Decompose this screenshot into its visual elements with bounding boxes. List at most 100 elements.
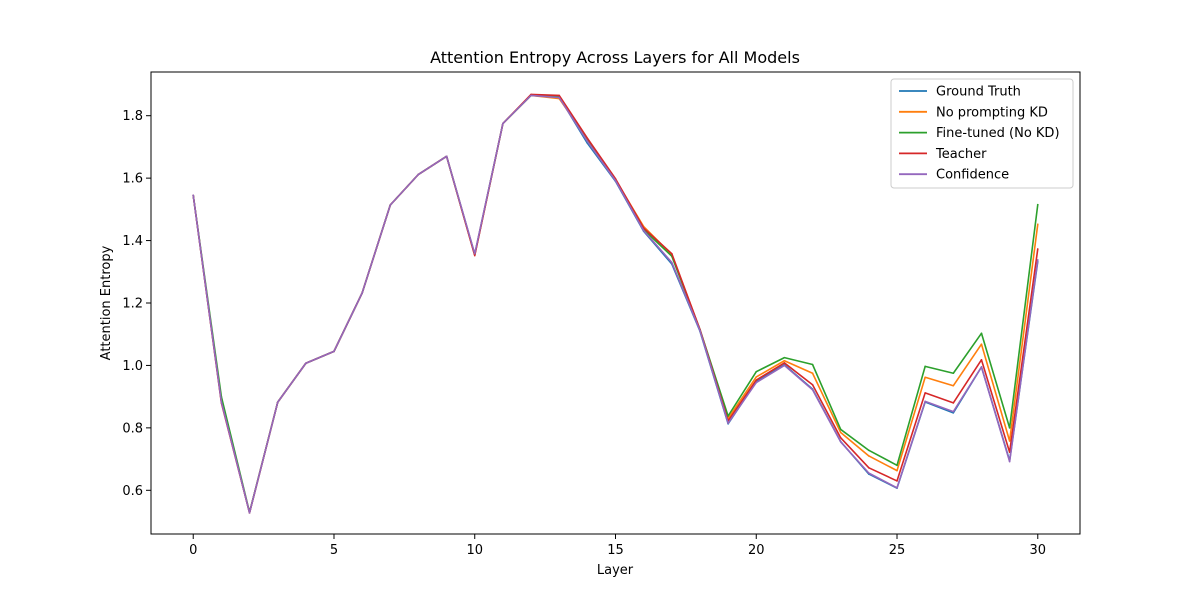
data-point <box>586 137 589 139</box>
data-point <box>389 204 392 206</box>
data-point <box>755 376 758 378</box>
data-point <box>192 194 195 197</box>
data-point <box>980 343 983 346</box>
data-point <box>473 254 476 257</box>
data-point <box>952 372 955 375</box>
x-tick-label: 25 <box>889 543 906 558</box>
data-point <box>1008 440 1011 442</box>
x-tick-label: 15 <box>607 543 624 558</box>
data-point <box>783 364 786 367</box>
data-point <box>558 96 560 99</box>
series-confidence <box>192 94 1039 514</box>
data-point <box>1008 460 1011 463</box>
legend-box <box>890 78 1074 189</box>
data-point <box>783 362 786 364</box>
data-point <box>1036 259 1039 261</box>
data-point <box>811 383 814 386</box>
data-point <box>839 437 842 439</box>
data-point <box>952 412 955 414</box>
data-point <box>220 401 223 403</box>
data-point <box>868 455 870 457</box>
data-point <box>305 362 307 365</box>
data-point <box>839 441 842 443</box>
data-point <box>811 363 814 366</box>
legend: Ground Truth No prompting KD Fine-tuned (N… <box>890 78 1074 189</box>
data-point <box>614 179 617 182</box>
y-tick-label: 1.6 <box>122 172 143 187</box>
x-tick-label: 10 <box>466 543 483 558</box>
x-tick-label: 30 <box>1029 543 1046 558</box>
data-point <box>642 229 645 232</box>
legend-label: Fine-tuned (No KD) <box>936 126 1060 141</box>
legend-label: Confidence <box>936 168 1009 183</box>
legend-label: Teacher <box>935 147 987 162</box>
data-point <box>896 469 898 472</box>
chart-title: Attention Entropy Across Layers for All … <box>430 48 800 67</box>
data-point <box>586 140 589 143</box>
data-point <box>473 252 476 255</box>
y-tick-label: 1.0 <box>122 359 143 374</box>
data-point <box>924 365 926 368</box>
y-tick-label: 1.8 <box>122 109 143 124</box>
data-point <box>783 356 786 359</box>
data-point <box>839 431 842 434</box>
data-point <box>839 428 842 431</box>
data-point <box>868 467 870 469</box>
data-point <box>1008 451 1011 454</box>
data-point <box>980 366 983 368</box>
data-point <box>980 359 983 361</box>
data-point <box>558 94 560 97</box>
data-point <box>868 449 870 452</box>
data-point <box>811 388 814 391</box>
y-tick-label: 1.2 <box>122 297 143 312</box>
legend-label: No prompting KD <box>936 105 1048 120</box>
data-point <box>783 359 786 362</box>
x-tick-label: 5 <box>330 543 338 558</box>
x-tick-label: 20 <box>748 543 765 558</box>
x-tick-label: 0 <box>189 543 197 558</box>
series-layer <box>192 93 1039 514</box>
data-point <box>1036 203 1039 206</box>
data-point <box>755 379 758 381</box>
data-point <box>502 122 504 125</box>
data-point <box>1036 223 1039 226</box>
data-point <box>727 415 729 417</box>
x-axis: 0 5 10 15 20 25 30 <box>189 534 1046 558</box>
y-tick-label: 0.8 <box>122 421 143 436</box>
legend-label: Ground Truth <box>936 85 1021 100</box>
data-point <box>755 370 758 373</box>
data-point <box>868 472 870 474</box>
data-point <box>727 422 729 424</box>
data-point <box>445 155 448 158</box>
y-tick-label: 1.4 <box>122 234 143 249</box>
data-point <box>671 261 673 264</box>
data-point <box>248 511 251 514</box>
data-point <box>699 329 701 332</box>
y-tick-label: 0.6 <box>122 484 143 499</box>
data-point <box>924 376 926 379</box>
data-point <box>980 332 983 335</box>
data-point <box>924 392 926 394</box>
data-point <box>896 464 898 467</box>
data-point <box>896 487 898 489</box>
data-point <box>896 480 898 482</box>
data-point <box>924 400 926 403</box>
data-point <box>811 372 814 375</box>
data-point <box>1008 427 1011 429</box>
data-point <box>1036 248 1039 250</box>
data-point <box>952 402 955 404</box>
data-point <box>530 94 532 97</box>
data-point <box>361 292 363 294</box>
data-point <box>276 401 279 404</box>
y-axis: 0.6 0.8 1.0 1.2 1.4 1.6 1.8 <box>122 109 151 499</box>
y-axis-label: Attention Entropy <box>99 245 114 360</box>
x-axis-label: Layer <box>597 563 634 578</box>
data-point <box>671 252 673 255</box>
data-point <box>755 381 758 384</box>
legend-items: Ground Truth No prompting KD Fine-tuned (N… <box>899 85 1060 183</box>
data-point <box>333 350 335 353</box>
data-point <box>952 410 955 413</box>
data-point <box>952 384 955 387</box>
data-point <box>417 173 420 176</box>
